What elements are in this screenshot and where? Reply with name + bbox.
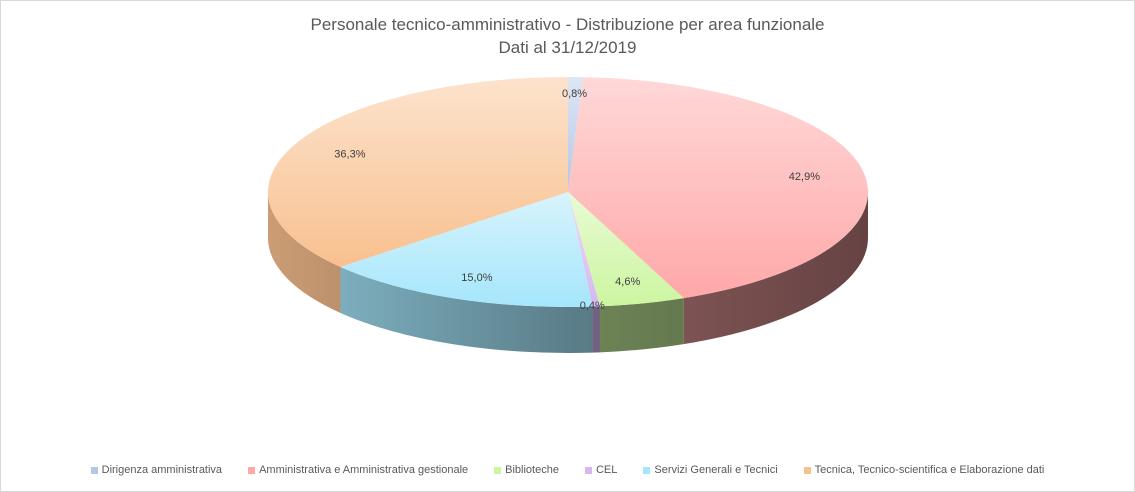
legend-item-amministrativa-e-amministrativa-gestionale: Amministrativa e Amministrativa gestiona…	[248, 464, 468, 476]
data-label-amministrativa-e-amministrativa-gestionale: 42,9%	[789, 171, 820, 183]
data-label-tecnica-tecnico-scientifica-e-elaborazione-dati: 36,3%	[334, 149, 365, 161]
legend-item-tecnica-tecnico-scientifica-e-elaborazione-dati: Tecnica, Tecnico-scientifica e Elaborazi…	[803, 464, 1045, 476]
data-label-servizi-generali-e-tecnici: 15,0%	[461, 272, 492, 284]
legend-label: Biblioteche	[505, 464, 559, 476]
legend-swatch	[803, 466, 811, 474]
pie-side-tecnica-tecnico-scientifica-e-elaborazione-dati	[268, 192, 341, 313]
chart-title-block: Personale tecnico-amministrativo - Distr…	[1, 13, 1134, 59]
legend-swatch	[494, 466, 502, 474]
pie-side-cel	[592, 306, 600, 353]
legend-item-cel: CEL	[584, 464, 618, 476]
chart-title: Personale tecnico-amministrativo - Distr…	[310, 15, 825, 34]
pie-slice-servizi-generali-e-tecnici	[340, 192, 593, 307]
legend-item-servizi-generali-e-tecnici: Servizi Generali e Tecnici	[643, 464, 778, 476]
chart-subtitle: Dati al 31/12/2019	[498, 38, 637, 57]
data-label-cel: 0,4%	[580, 300, 605, 312]
pie-slice-tecnica-tecnico-scientifica-e-elaborazione-dati	[268, 77, 568, 267]
pie-slice-biblioteche	[568, 192, 684, 307]
legend-label: Amministrativa e Amministrativa gestiona…	[259, 464, 469, 476]
pie-sides	[268, 192, 868, 353]
pie-side-servizi-generali-e-tecnici	[340, 266, 593, 353]
pie-slice-dirigenza-amministrativa	[568, 77, 584, 192]
pie-data-labels: 0,8% 42,9% 4,6% 0,4% 15,0% 36,3%	[334, 88, 820, 312]
data-label-dirigenza-amministrativa: 0,8%	[562, 88, 587, 100]
legend-swatch	[90, 466, 98, 474]
legend-swatch	[584, 466, 592, 474]
legend-item-dirigenza-amministrativa: Dirigenza amministrativa	[90, 464, 223, 476]
pie-slice-cel	[568, 192, 600, 307]
legend-swatch	[643, 466, 651, 474]
legend-label: Tecnica, Tecnico-scientifica e Elaborazi…	[814, 464, 1045, 476]
pie-side-amministrativa-e-amministrativa-gestionale	[683, 192, 868, 345]
legend-label: Dirigenza amministrativa	[101, 464, 223, 476]
pie-side-biblioteche	[599, 298, 684, 353]
legend-swatch	[248, 466, 256, 474]
chart-legend: Dirigenza amministrativa Amministrativa e…	[1, 464, 1134, 476]
pie-slices	[268, 77, 868, 307]
data-label-biblioteche: 4,6%	[615, 276, 640, 288]
legend-label: CEL	[595, 464, 618, 476]
legend-label: Servizi Generali e Tecnici	[654, 464, 778, 476]
legend-item-biblioteche: Biblioteche	[494, 464, 559, 476]
pie-slice-amministrativa-e-amministrativa-gestionale	[568, 77, 868, 299]
